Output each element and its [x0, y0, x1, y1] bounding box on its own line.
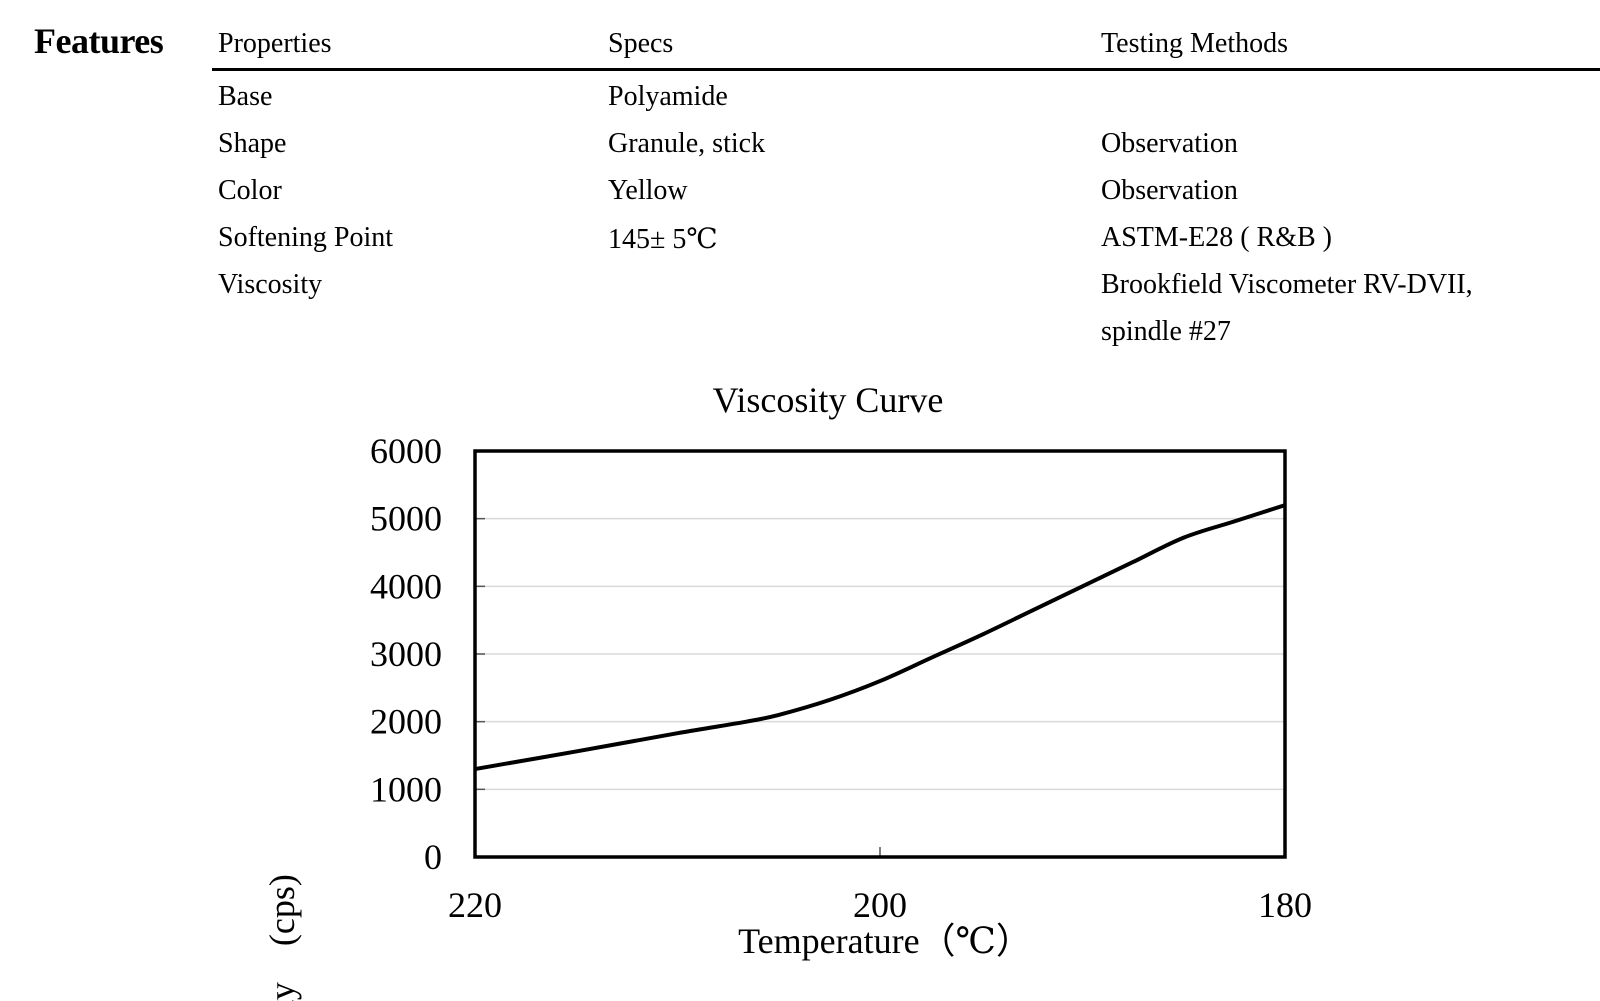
y-axis-label: Viscosity (cps) [262, 874, 302, 1001]
table-row: Viscosity Brookfield Viscometer RV-DVII, [212, 259, 1600, 306]
y-tick-label: 3000 [370, 634, 442, 674]
x-tick-label: 200 [853, 885, 907, 925]
viscosity-chart: Viscosity Curve 0 1000 2000 3000 4000 5000 600… [262, 380, 1312, 1001]
cell-method: Observation [1101, 175, 1238, 206]
header-properties: Properties [218, 28, 332, 59]
table-row: Color Yellow Observation [212, 165, 1600, 212]
cell-spec: 145± 5℃ [608, 224, 718, 255]
y-tick-label: 0 [424, 837, 442, 877]
cell-method: ASTM-E28 ( R&B ) [1101, 222, 1332, 253]
header-specs: Specs [608, 28, 674, 59]
cell-method: Brookfield Viscometer RV-DVII, [1101, 269, 1473, 300]
table-row: Base Polyamide [212, 71, 1600, 118]
spec-table: Properties Specs Testing Methods Base Pol… [212, 26, 1600, 353]
chart-title: Viscosity Curve [713, 380, 944, 420]
table-row: Shape Granule, stick Observation [212, 118, 1600, 165]
cell-property: Color [218, 175, 282, 206]
cell-spec: Yellow [608, 175, 688, 206]
table-row: spindle #27 [212, 306, 1600, 353]
y-tick-label: 1000 [370, 769, 442, 809]
cell-spec: Granule, stick [608, 128, 766, 159]
table-header: Properties Specs Testing Methods [212, 26, 1600, 71]
cell-property: Base [218, 81, 273, 112]
plot-frame [473, 449, 1287, 859]
cell-method: spindle #27 [1101, 316, 1231, 347]
series-line-viscosity [474, 503, 1286, 772]
y-tick-label: 4000 [370, 566, 442, 606]
features-heading: Features [34, 21, 164, 61]
y-tick-label: 2000 [370, 702, 442, 742]
table-row: Softening Point 145± 5℃ ASTM-E28 ( R&B ) [212, 212, 1600, 259]
x-tick-label: 180 [1258, 885, 1312, 925]
cell-property: Softening Point [218, 222, 394, 253]
x-tick-label: 220 [448, 885, 502, 925]
cell-property: Shape [218, 128, 287, 159]
cell-property: Viscosity [218, 269, 323, 300]
cell-method: Observation [1101, 128, 1238, 159]
header-testing-methods: Testing Methods [1101, 28, 1289, 59]
x-axis-label: Temperature（℃） [738, 921, 1032, 961]
cell-spec: Polyamide [608, 81, 728, 112]
y-tick-label: 6000 [370, 431, 442, 471]
y-tick-label: 5000 [370, 499, 442, 539]
